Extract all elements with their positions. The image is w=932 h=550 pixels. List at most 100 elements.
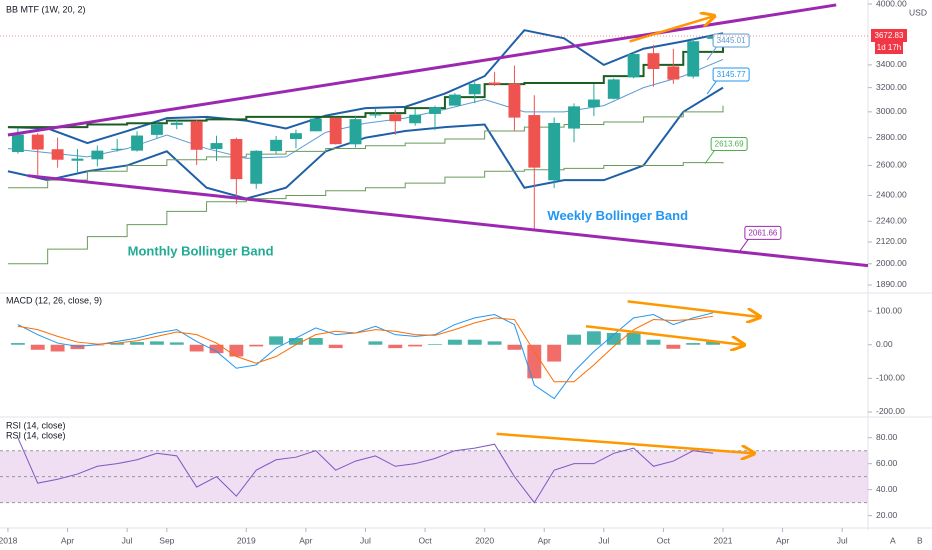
candle-body — [170, 122, 183, 125]
x-tick-label: Sep — [159, 535, 174, 545]
trend-line — [27, 174, 869, 268]
macd-histogram-bar — [229, 344, 244, 357]
macd-histogram-bar — [110, 343, 125, 345]
macd-histogram-bar — [487, 341, 502, 345]
callout-label: 2613.69 — [715, 140, 744, 149]
candle-body — [349, 119, 362, 145]
macd-histogram-bar — [289, 338, 303, 345]
callout-label: 2061.66 — [748, 229, 777, 238]
trend-line — [7, 3, 837, 137]
annotation: Weekly Bollinger Band — [547, 208, 688, 223]
macd-histogram-bar — [149, 341, 164, 345]
x-tick-label: Apr — [776, 535, 789, 545]
x-tick-label: Apr — [61, 535, 74, 545]
macd-histogram-bar — [130, 342, 145, 345]
x-tick-label: 2019 — [237, 535, 256, 545]
y-tick-label: 2600.00 — [876, 160, 907, 170]
candle-body — [230, 139, 243, 180]
countdown-label: 1d 17h — [877, 43, 901, 52]
corner-button[interactable]: B — [917, 535, 923, 545]
corner-button[interactable]: A — [890, 535, 896, 545]
candle-body — [468, 84, 481, 95]
y-tick-label: 40.00 — [876, 484, 898, 494]
candle-body — [51, 149, 64, 160]
callout-box — [744, 225, 782, 240]
candle-body — [111, 148, 124, 150]
macd-histogram-bar — [527, 344, 542, 379]
x-tick-label: 2021 — [714, 535, 733, 545]
trend-arrow — [496, 432, 753, 453]
y-tick-label: 80.00 — [876, 432, 898, 442]
macd-histogram-bar — [30, 344, 45, 350]
candle-body — [508, 83, 521, 118]
bollinger-band — [7, 29, 724, 145]
candle-body — [210, 143, 223, 149]
macd-histogram-bar — [408, 344, 423, 347]
chart-title: BB MTF (1W, 20, 2) — [6, 4, 86, 14]
x-tick-label: 2020 — [475, 535, 494, 545]
macd-histogram-bar — [269, 336, 284, 345]
macd-histogram-bar — [666, 344, 681, 349]
x-tick-label: Jul — [837, 535, 848, 545]
candle-body — [250, 150, 263, 184]
macd-histogram-bar — [567, 334, 581, 345]
macd-histogram-bar — [249, 344, 264, 347]
y-tick-label: 60.00 — [876, 458, 898, 468]
y-tick-label: 100.00 — [876, 305, 902, 315]
candle-body — [71, 158, 84, 161]
macd-histogram-bar — [626, 332, 641, 345]
callout-pointer — [738, 238, 750, 253]
candle-body — [309, 118, 322, 132]
macd-histogram-bar — [308, 338, 323, 345]
macd-title: MACD (12, 26, close, 9) — [6, 295, 102, 305]
callout-label: 3145.77 — [717, 70, 746, 79]
callout-box — [712, 67, 750, 82]
y-tick-label: 2000.00 — [876, 258, 907, 268]
macd-histogram-bar — [447, 339, 462, 345]
candle-body — [667, 66, 680, 80]
trend-arrow — [629, 16, 713, 43]
macd-histogram-bar — [189, 344, 204, 352]
callout-label: 3445.01 — [717, 36, 746, 45]
macd-histogram-bar — [646, 339, 661, 345]
candle-body — [190, 121, 203, 150]
bollinger-band — [7, 58, 724, 159]
macd-line — [17, 312, 714, 400]
countdown-tag — [875, 41, 903, 54]
y-tick-label: 4000.00 — [876, 0, 907, 8]
currency: USD — [909, 7, 927, 17]
y-tick-label: -200.00 — [876, 406, 905, 416]
bollinger-band — [7, 162, 724, 265]
callout-box — [712, 33, 750, 48]
candle-body — [647, 53, 660, 70]
candle-body — [31, 134, 44, 150]
candle-body — [369, 114, 382, 116]
candle-body — [587, 99, 600, 108]
macd-histogram-bar — [209, 344, 224, 354]
macd-histogram-bar — [467, 339, 482, 345]
macd-histogram-bar — [507, 344, 522, 350]
rsi-title: RSI (14, close) — [6, 420, 66, 430]
y-tick-label: 3000.00 — [876, 106, 907, 116]
candle-body — [11, 134, 24, 153]
candle-body — [289, 133, 302, 140]
x-tick-label: Jul — [122, 535, 133, 545]
macd-histogram-bar — [10, 343, 25, 345]
callout-box — [710, 136, 748, 151]
bollinger-band — [7, 105, 724, 189]
x-tick-label: 2018 — [0, 535, 18, 545]
candle-body — [568, 106, 580, 129]
y-tick-label: 20.00 — [876, 510, 898, 520]
annotation: Monthly Bollinger Band — [128, 243, 274, 258]
plot: 4000.00 3400.00 3200.00 3000.00 2800.00 2600.… — [0, 0, 907, 545]
candle-body — [528, 115, 541, 168]
x-tick-label: Apr — [299, 535, 312, 545]
y-tick-label: 2400.00 — [876, 190, 907, 200]
macd-histogram-bar — [368, 341, 383, 345]
candle-body — [488, 82, 501, 85]
x-tick-label: Oct — [657, 535, 671, 545]
y-tick-label: 2120.00 — [876, 236, 907, 246]
callout-pointer — [706, 45, 718, 61]
y-tick-label: 3200.00 — [876, 82, 907, 92]
macd-histogram-bar — [328, 344, 343, 349]
